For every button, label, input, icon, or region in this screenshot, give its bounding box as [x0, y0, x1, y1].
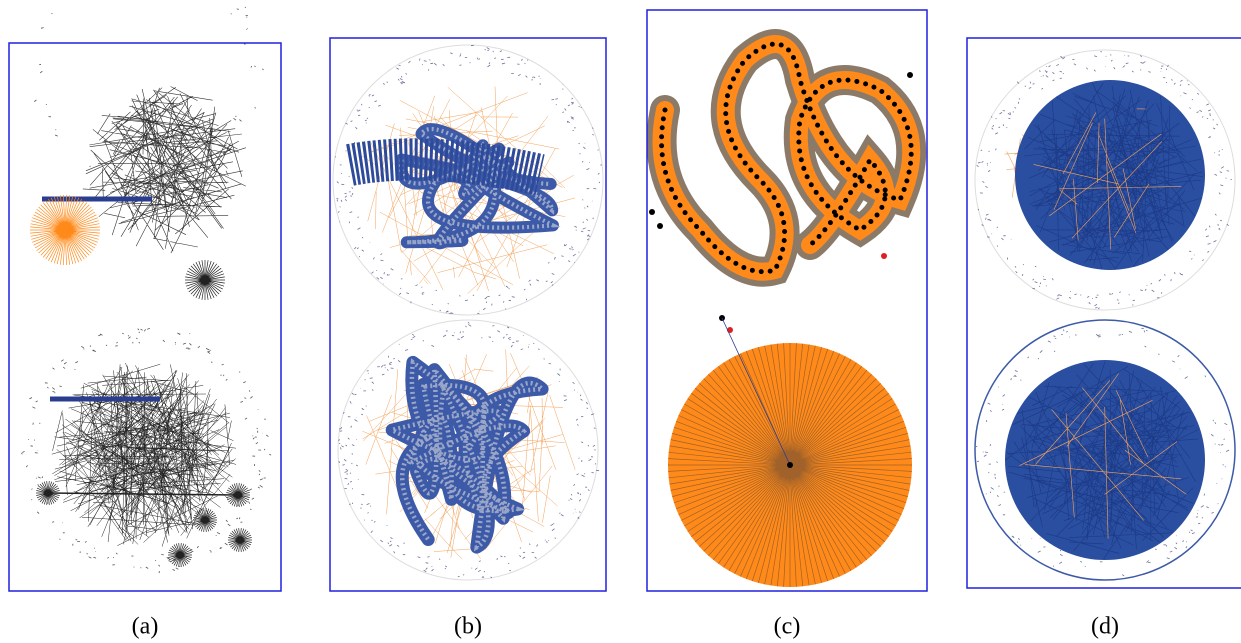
hub-star — [228, 528, 252, 552]
node — [881, 253, 887, 259]
node — [787, 462, 793, 468]
hub-star — [30, 195, 100, 265]
panel-label: (b) — [454, 614, 482, 640]
panel-label: (a) — [132, 614, 159, 640]
page: {"panels": [{"label": "(a)"}, {"label": … — [0, 0, 1241, 643]
figure: (a) (b) (c) (d) — [0, 0, 1241, 643]
hub-star — [185, 260, 225, 300]
edges — [83, 87, 246, 254]
panel-frame — [9, 43, 281, 591]
hub-star — [168, 543, 192, 567]
node — [657, 223, 663, 229]
node — [907, 72, 913, 78]
panel-label: (c) — [774, 614, 801, 640]
panel-label: (d) — [1091, 614, 1119, 640]
node — [649, 209, 655, 215]
peripheral-nodes — [34, 0, 263, 181]
hub-star — [193, 508, 217, 532]
graph-layouts — [22, 0, 1236, 587]
